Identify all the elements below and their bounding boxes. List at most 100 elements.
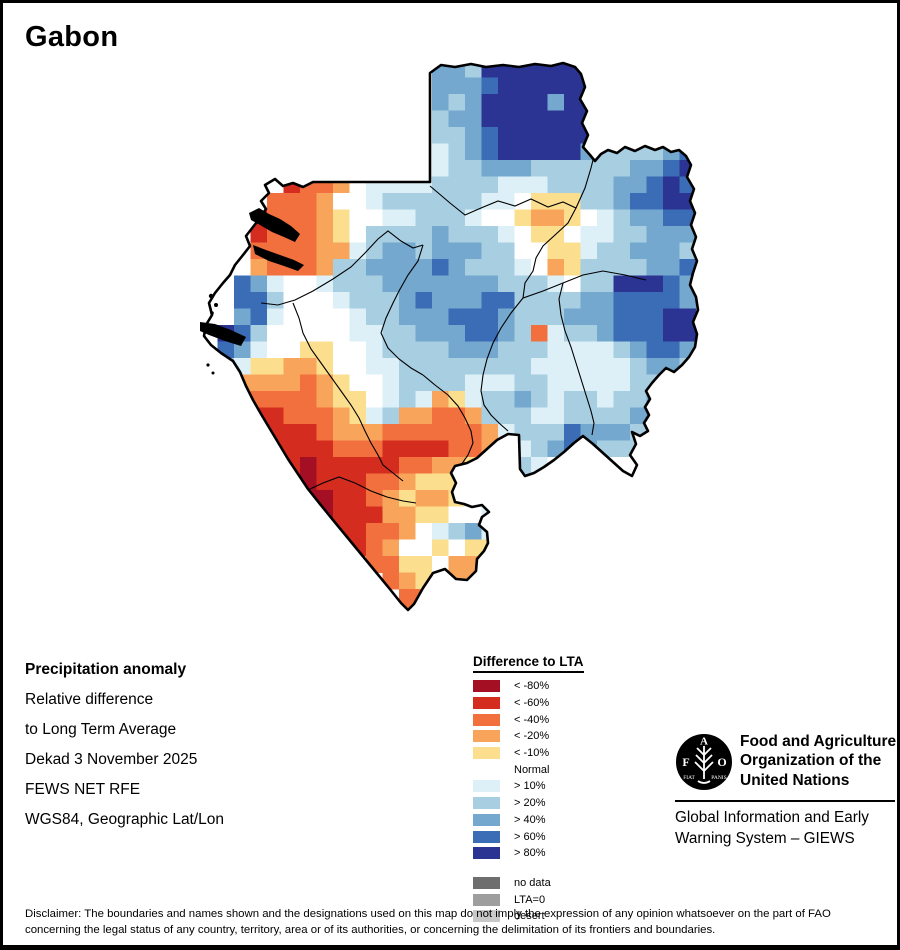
legend-swatch bbox=[473, 876, 500, 889]
raster-cell bbox=[531, 308, 548, 326]
raster-cell bbox=[481, 176, 499, 194]
raster-cell bbox=[382, 325, 400, 342]
raster-cell bbox=[217, 391, 235, 408]
raster-cell bbox=[465, 506, 482, 524]
legend-label: Normal bbox=[514, 763, 550, 776]
raster-cell bbox=[448, 259, 466, 276]
raster-cell bbox=[547, 176, 565, 194]
raster-cell bbox=[316, 440, 334, 458]
raster-cell bbox=[547, 308, 565, 326]
raster-cell bbox=[613, 308, 631, 326]
raster-cell bbox=[382, 391, 400, 408]
raster-cell bbox=[382, 572, 400, 590]
raster-cell bbox=[481, 457, 499, 474]
raster-cell bbox=[547, 424, 565, 441]
raster-cell bbox=[481, 424, 499, 441]
raster-cell bbox=[531, 94, 548, 111]
raster-cell bbox=[267, 292, 284, 309]
raster-cell bbox=[514, 226, 532, 243]
raster-cell bbox=[481, 160, 499, 177]
raster-cell bbox=[250, 440, 268, 458]
raster-cell bbox=[399, 391, 416, 408]
raster-cell bbox=[349, 259, 367, 276]
raster-cell bbox=[465, 374, 482, 392]
raster-cell bbox=[597, 176, 614, 194]
raster-cell bbox=[696, 407, 698, 425]
map-canvas bbox=[200, 61, 700, 612]
legend-label: desert bbox=[514, 910, 545, 923]
raster-cell bbox=[514, 63, 532, 78]
raster-cell bbox=[498, 209, 515, 227]
raster-cell bbox=[333, 275, 350, 293]
raster-cell bbox=[300, 275, 317, 293]
legend-label: > 60% bbox=[514, 830, 546, 843]
raster-cell bbox=[580, 341, 598, 359]
raster-cell bbox=[432, 539, 449, 557]
raster-cell bbox=[349, 440, 367, 458]
raster-cell bbox=[514, 407, 532, 425]
raster-cell bbox=[514, 94, 532, 111]
raster-cell bbox=[498, 77, 515, 95]
raster-cell bbox=[465, 209, 482, 227]
raster-cell bbox=[646, 440, 664, 458]
raster-cell bbox=[498, 160, 515, 177]
raster-cell bbox=[366, 226, 383, 243]
raster-cell bbox=[432, 143, 449, 161]
raster-cell bbox=[646, 308, 664, 326]
raster-cell bbox=[531, 391, 548, 408]
raster-cell bbox=[646, 424, 664, 441]
raster-cell bbox=[597, 308, 614, 326]
raster-cell bbox=[547, 110, 565, 128]
raster-cell bbox=[415, 259, 433, 276]
raster-cell bbox=[300, 325, 317, 342]
raster-cell bbox=[432, 341, 449, 359]
legend-swatch bbox=[473, 713, 500, 726]
raster-cell bbox=[300, 226, 317, 243]
raster-cell bbox=[531, 325, 548, 342]
raster-cell bbox=[514, 308, 532, 326]
raster-cell bbox=[514, 160, 532, 177]
raster-cell bbox=[349, 275, 367, 293]
raster-cell bbox=[481, 539, 499, 557]
raster-cell bbox=[432, 523, 449, 540]
raster-cell bbox=[349, 308, 367, 326]
raster-cell bbox=[432, 176, 449, 194]
raster-cell bbox=[432, 242, 449, 260]
raster-cell bbox=[481, 473, 499, 491]
raster-cell bbox=[514, 259, 532, 276]
raster-cell bbox=[448, 440, 466, 458]
raster-cell bbox=[597, 259, 614, 276]
raster-cell bbox=[481, 407, 499, 425]
raster-cell bbox=[349, 176, 367, 194]
raster-cell bbox=[267, 407, 284, 425]
raster-cell bbox=[448, 556, 466, 573]
raster-cell bbox=[679, 424, 697, 441]
raster-cell bbox=[432, 424, 449, 441]
raster-cell bbox=[448, 242, 466, 260]
raster-cell bbox=[366, 506, 383, 524]
raster-cell bbox=[564, 94, 581, 111]
raster-cell bbox=[564, 275, 581, 293]
raster-cell bbox=[382, 308, 400, 326]
raster-cell bbox=[481, 63, 499, 78]
raster-cell bbox=[415, 523, 433, 540]
raster-cell bbox=[498, 110, 515, 128]
raster-cell bbox=[531, 209, 548, 227]
fao-divider bbox=[675, 800, 895, 802]
raster-cell bbox=[465, 292, 482, 309]
raster-cell bbox=[514, 209, 532, 227]
raster-cell bbox=[465, 424, 482, 441]
estuary-shape bbox=[200, 322, 246, 346]
raster-cell bbox=[481, 325, 499, 342]
raster-cell bbox=[333, 440, 350, 458]
raster-cell bbox=[547, 358, 565, 375]
island-dot bbox=[214, 303, 218, 307]
raster-cell bbox=[696, 209, 698, 227]
raster-cell bbox=[234, 341, 251, 359]
raster-cell bbox=[366, 275, 383, 293]
raster-cell bbox=[564, 176, 581, 194]
raster-cell bbox=[432, 127, 449, 144]
raster-cell bbox=[580, 63, 598, 78]
raster-cell bbox=[316, 424, 334, 441]
raster-cell bbox=[283, 325, 301, 342]
